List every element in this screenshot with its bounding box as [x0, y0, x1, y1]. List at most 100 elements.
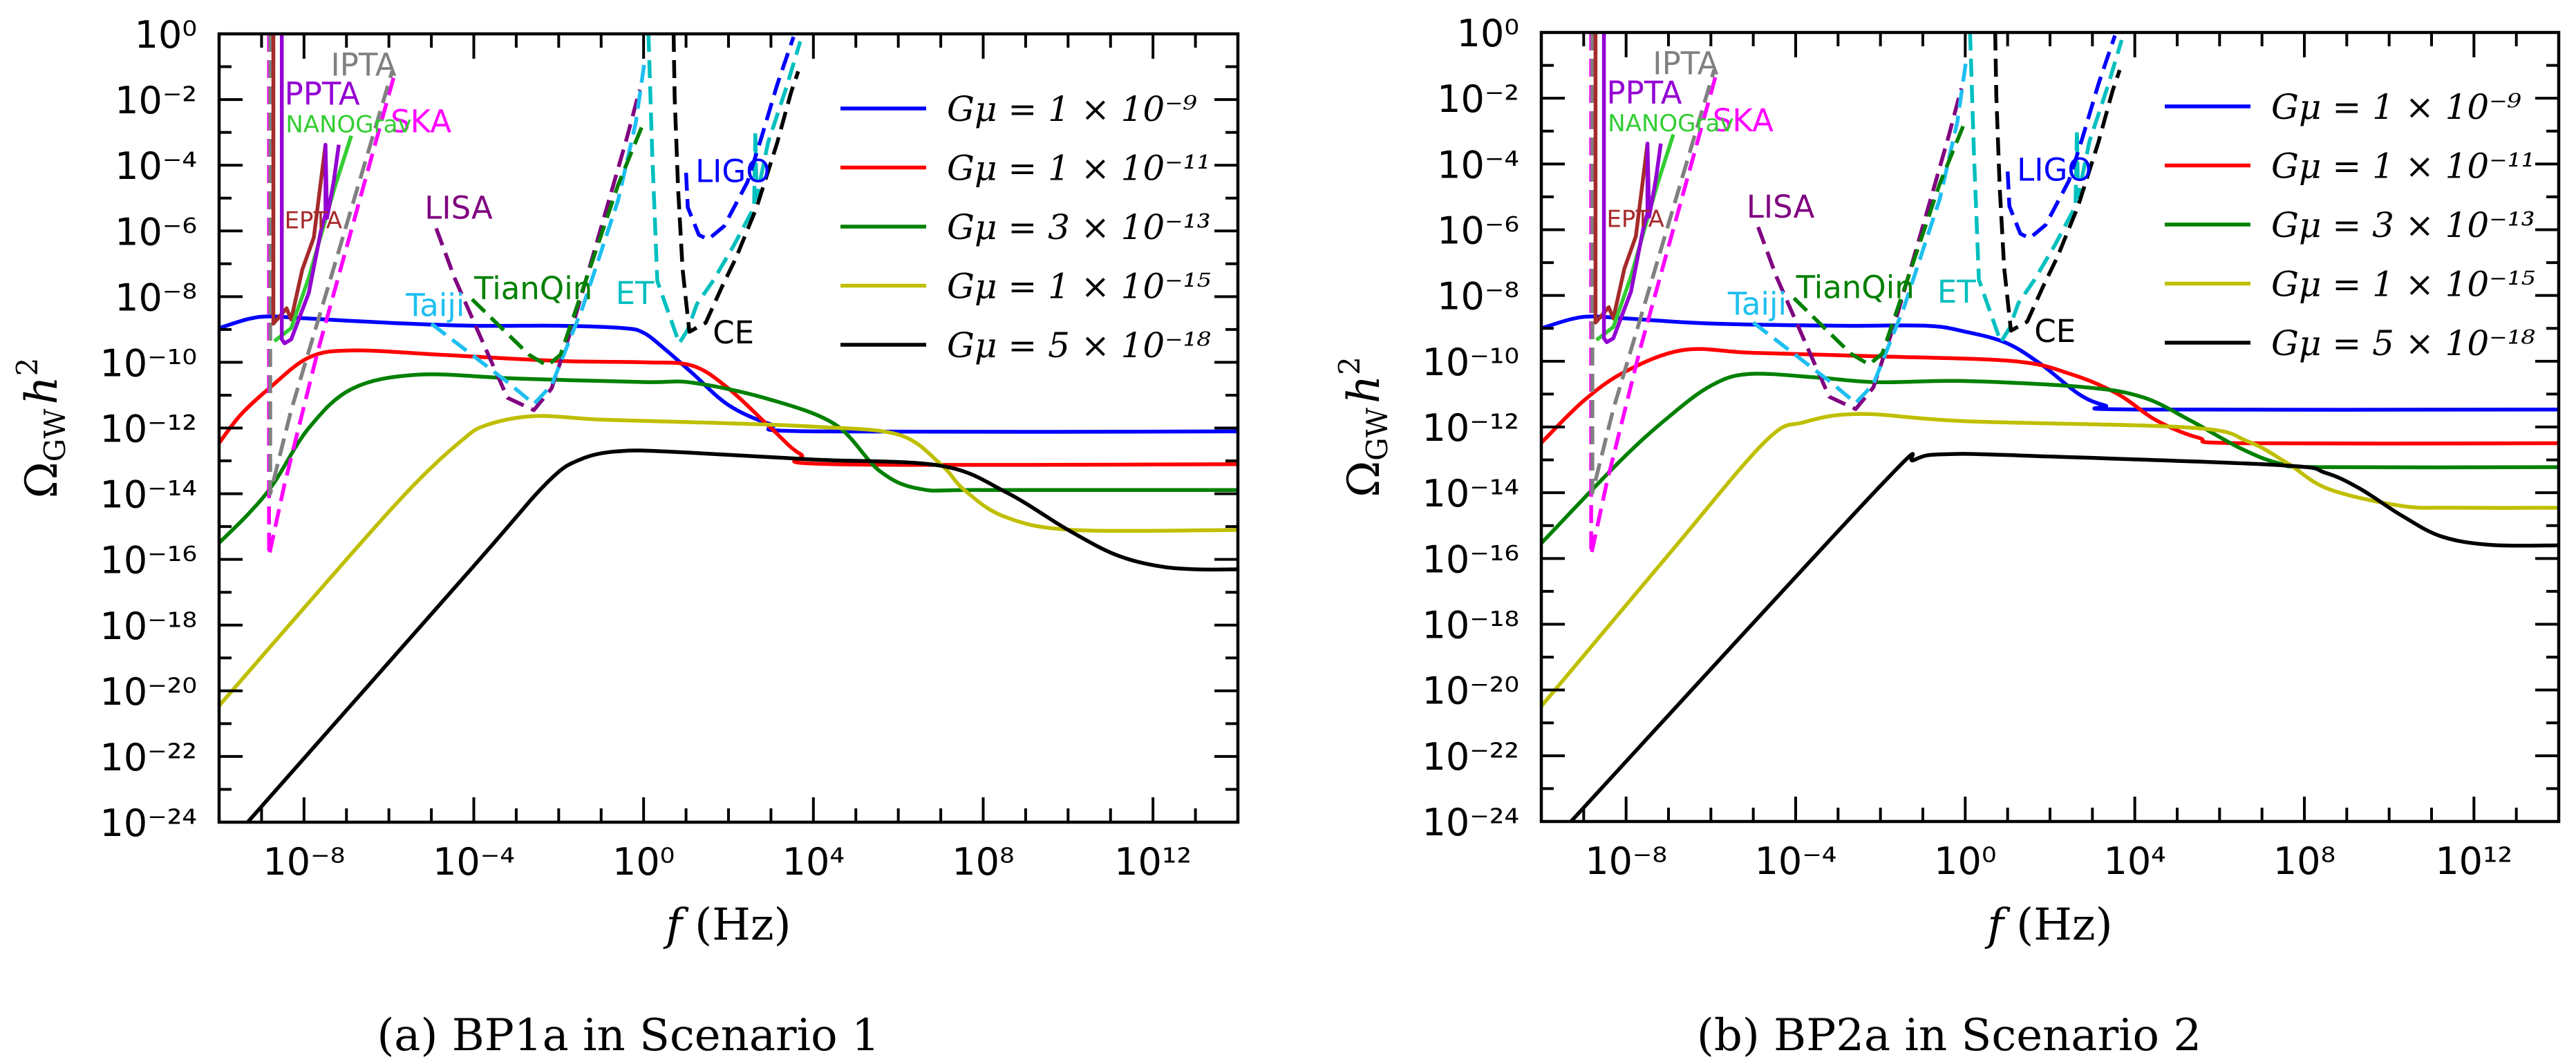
y-axis-subscript: GW — [38, 408, 72, 462]
y-tick-label: 10⁻⁴ — [115, 144, 197, 188]
legend-label: Gμ = 1 × 10⁻⁹ — [947, 89, 1197, 129]
y-tick-label: 10⁰ — [1457, 12, 1519, 55]
detector-label-ppta: PPTA — [1606, 75, 1682, 111]
y-tick-label: 10⁻¹² — [1422, 406, 1519, 450]
detector-label-ligo: LIGO — [2017, 152, 2092, 189]
detector-label-ppta: PPTA — [285, 76, 360, 113]
detector-label-ipta: IPTA — [331, 46, 397, 83]
x-tick-label: 10⁴ — [782, 840, 845, 884]
sensitivity-curve-ce — [671, 34, 800, 334]
y-tick-label: 10⁻¹² — [100, 408, 197, 451]
sensitivity-curve-ligo — [2005, 35, 2117, 240]
sensitivity-curve-ce — [1993, 32, 2122, 333]
legend-label: Gμ = 1 × 10⁻¹¹ — [2271, 146, 2535, 187]
detector-label-tianqin: TianQin — [1796, 269, 1915, 305]
y-tick-label: 10⁻¹⁶ — [100, 539, 197, 582]
x-tick-label: 10⁻⁸ — [1585, 839, 1667, 883]
x-axis-label: f (Hz) — [1984, 900, 2112, 951]
y-axis-symbol: Ω — [17, 462, 68, 498]
x-tick-label: 10⁰ — [1934, 839, 1996, 883]
y-tick-label: 10⁻¹⁸ — [1422, 604, 1519, 647]
detector-label-taiji: Taiji — [1727, 286, 1787, 323]
ticks — [1541, 32, 2559, 821]
sensitivity-curve-ppta — [1601, 32, 1663, 344]
y-tick-label: 10⁻²² — [1422, 735, 1519, 779]
sensitivity-curve-ppta — [279, 34, 341, 345]
y-tick-label: 10⁰ — [135, 13, 197, 57]
sensitivity-curves — [267, 34, 802, 558]
sensitivity-curve-epta — [1593, 32, 1650, 325]
y-tick-label: 10⁻¹⁰ — [1422, 341, 1519, 384]
x-tick-label: 10⁻⁴ — [433, 840, 515, 884]
series-line-1 — [219, 314, 1238, 434]
y-axis-variable: h — [17, 376, 68, 404]
legend-label: Gμ = 1 × 10⁻¹⁵ — [2271, 265, 2535, 305]
axes-frame — [1539, 30, 2561, 824]
y-tick-label: 10⁻⁸ — [115, 276, 197, 319]
x-tick-label: 10⁰ — [612, 840, 675, 884]
series-line-5 — [245, 448, 1238, 822]
legend-label: Gμ = 1 × 10⁻⁹ — [2271, 87, 2521, 127]
y-tick-label: 10⁻²⁴ — [1422, 801, 1519, 844]
y-tick-label: 10⁻¹⁸ — [100, 605, 197, 648]
y-axis-power: 2 — [10, 358, 44, 377]
x-tick-label: 10⁴ — [2103, 839, 2165, 883]
sensitivity-curve-nanograv — [1595, 133, 1675, 342]
series-line-5 — [1569, 452, 2559, 821]
tick-labels: 10⁻⁸ 10⁻⁴ 10⁰ 10⁴ 10⁸ 10¹² 10⁰ 10⁻² 10⁻⁴ 10⁻⁶ 10⁻⁸… — [100, 13, 1192, 884]
y-tick-label: 10⁻⁸ — [1437, 275, 1519, 319]
sensitivity-curve-lisa — [1756, 88, 1964, 411]
sensitivity-curve-ligo — [684, 36, 796, 242]
y-tick-label: 10⁻²² — [100, 736, 197, 779]
tick-labels: 10⁻⁸ 10⁻⁴ 10⁰ 10⁴ 10⁸ 10¹² 10⁰ 10⁻² 10⁻⁴ 10⁻⁶ 10⁻⁸… — [1422, 12, 2512, 883]
sensitivity-curve-taiji — [1752, 60, 1968, 405]
detector-label-ska: SKA — [391, 104, 451, 140]
y-tick-label: 10⁻¹⁶ — [1422, 538, 1519, 581]
detector-label-epta: EPTA — [1606, 206, 1664, 234]
y-tick-label: 10⁻²⁰ — [100, 670, 197, 714]
legend: Gμ = 1 × 10⁻⁹ Gμ = 1 × 10⁻¹¹ Gμ = 3 × 10⁻¹… — [2165, 87, 2535, 363]
sensitivity-curve-et — [646, 34, 802, 345]
x-tick-label: 10⁸ — [952, 840, 1014, 884]
x-axis-unit: (Hz) — [2016, 900, 2112, 951]
legend-label: Gμ = 1 × 10⁻¹¹ — [947, 149, 1211, 189]
plot-area — [1541, 32, 2559, 821]
detector-label-epta: EPTA — [285, 207, 342, 234]
sensitivity-curve-et — [1968, 32, 2124, 344]
x-tick-label: 10⁻⁸ — [263, 840, 345, 884]
sensitivity-curve-lisa — [434, 89, 642, 412]
y-axis-label: ΩGW h2 — [10, 358, 72, 499]
y-tick-label: 10⁻² — [1437, 77, 1519, 121]
series-line-4 — [219, 414, 1238, 707]
detector-label-nanograv: NANOGrav — [285, 111, 411, 139]
legend-label: Gμ = 1 × 10⁻¹⁵ — [947, 267, 1211, 307]
y-axis-symbol: Ω — [1339, 461, 1390, 497]
detector-label-lisa: LISA — [1747, 189, 1815, 225]
legend-label: Gμ = 5 × 10⁻¹⁸ — [2271, 323, 2535, 363]
legend-label: Gμ = 5 × 10⁻¹⁸ — [947, 325, 1211, 365]
detector-label-ce: CE — [713, 314, 754, 351]
x-tick-label: 10¹² — [2435, 839, 2512, 883]
y-tick-label: 10⁻⁶ — [1437, 209, 1519, 253]
y-tick-label: 10⁻¹⁰ — [100, 341, 197, 385]
gmu-series — [1541, 314, 2559, 821]
sensitivity-curve-epta — [271, 34, 328, 326]
y-axis-power: 2 — [1333, 357, 1366, 375]
legend: Gμ = 1 × 10⁻⁹ Gμ = 1 × 10⁻¹¹ Gμ = 3 × 10⁻¹… — [840, 89, 1211, 365]
y-tick-label: 10⁻² — [115, 79, 197, 122]
detector-label-taiji: Taiji — [405, 287, 464, 323]
y-axis-label: ΩGW h2 — [1333, 357, 1394, 497]
legend-label: Gμ = 3 × 10⁻¹³ — [2271, 205, 2535, 245]
x-tick-label: 10⁸ — [2273, 839, 2335, 883]
detector-label-ska: SKA — [1713, 102, 1774, 139]
axes-frame — [217, 32, 1240, 824]
series-line-2 — [1541, 347, 2559, 446]
detector-label-nanograv: NANOGrav — [1608, 110, 1733, 137]
sensitivity-curves — [1589, 32, 2124, 557]
detector-label-ligo: LIGO — [695, 153, 771, 189]
x-axis-variable: f — [663, 900, 689, 951]
